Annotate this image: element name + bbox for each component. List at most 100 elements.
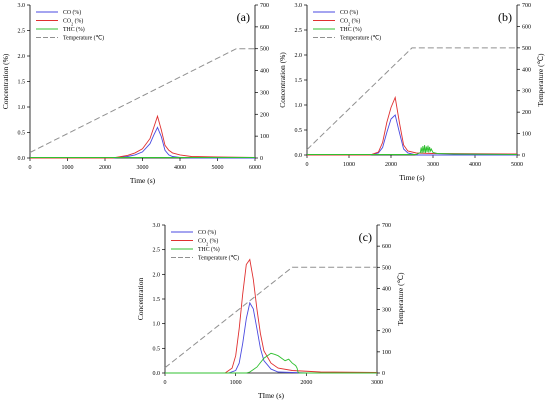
y2-tick-label: 600 <box>382 244 391 250</box>
y-tick-label: 1.0 <box>153 322 161 328</box>
legend-label-co: CO (%) <box>198 229 216 236</box>
chart-2: 0 1000 2000 3000 0.0 0.5 1.0 1.5 2.0 2.5 3.0 0 100 20… <box>136 223 405 400</box>
x-tick-label: 1000 <box>62 165 74 171</box>
y-tick-label: 0.5 <box>295 128 303 134</box>
x-tick-label: 4000 <box>174 165 186 171</box>
x-tick-label: 5000 <box>212 165 224 171</box>
y-tick-label: 0.5 <box>153 346 161 352</box>
x-axis-title: Time (s) <box>130 176 156 185</box>
y2-tick-label: 500 <box>522 46 531 52</box>
y-tick-label: 2.0 <box>153 272 161 278</box>
y2-tick-label: 400 <box>382 286 391 292</box>
y2-tick-label: 700 <box>522 3 531 9</box>
y-tick-label: 1.0 <box>18 105 26 111</box>
panel-label: (c) <box>359 230 372 244</box>
legend-label-co2: CO2 (%) <box>198 238 218 247</box>
series-line-co2 <box>307 95 518 156</box>
x-axis-title: TIme (s) <box>258 391 285 400</box>
x-tick-label: 2000 <box>385 162 397 168</box>
series-line-temperature <box>164 266 377 369</box>
y2-tick-label: 500 <box>382 265 391 271</box>
y2-tick-label: 500 <box>260 47 269 53</box>
legend-label-temperature: Temperature (℃) <box>63 35 104 42</box>
y2-axis-title: Temperature (℃) <box>274 54 275 108</box>
series-line-co2 <box>165 258 378 374</box>
y-tick-label: 3.0 <box>153 223 161 229</box>
y-tick-label: 2.5 <box>153 248 161 254</box>
y2-tick-label: 300 <box>522 89 531 95</box>
x-axis-title: Time (s) <box>399 173 425 182</box>
x-tick-label: 5000 <box>511 162 523 168</box>
y2-axis-title: Temperature (℃) <box>536 53 545 107</box>
y2-tick-label: 100 <box>522 132 531 138</box>
y-tick-label: 2.0 <box>295 53 303 59</box>
x-tick-label: 1000 <box>230 380 242 386</box>
y-tick-label: 0.0 <box>18 156 26 162</box>
series-line-temperature <box>29 48 255 153</box>
x-tick-label: 0 <box>164 380 167 386</box>
legend-label-thc: THC (%) <box>63 26 85 33</box>
legend-label-thc: THC (%) <box>198 246 220 253</box>
y2-tick-label: 100 <box>382 350 391 356</box>
y2-tick-label: 400 <box>522 67 531 73</box>
series-line-co <box>307 114 517 156</box>
y-tick-label: 3.0 <box>18 3 26 9</box>
legend-label-co2: CO2 (%) <box>63 18 83 27</box>
y2-tick-label: 700 <box>260 3 269 9</box>
y2-tick-label: 300 <box>382 308 391 314</box>
y2-tick-label: 400 <box>260 69 269 75</box>
series-line-co <box>30 126 255 159</box>
x-tick-label: 0 <box>306 162 309 168</box>
chart-0: 0 1000 2000 3000 4000 5000 6000 0.0 0.5 1.0 1.5 2.0… <box>1 3 275 185</box>
x-tick-label: 3000 <box>371 380 383 386</box>
series-line-thc <box>165 352 377 374</box>
y-tick-label: 2.0 <box>18 54 26 60</box>
y2-tick-label: 600 <box>260 25 269 31</box>
x-tick-label: 2000 <box>99 165 111 171</box>
panel-label: (a) <box>237 10 250 24</box>
legend-label-co: CO (%) <box>63 9 81 16</box>
series-line-co <box>165 301 377 374</box>
y-tick-label: 3.0 <box>295 3 303 9</box>
x-tick-label: 2000 <box>300 380 312 386</box>
y-axis-title: Concentration (%) <box>1 53 10 109</box>
y2-tick-label: 0 <box>382 371 385 377</box>
x-tick-label: 0 <box>29 165 32 171</box>
y2-tick-label: 200 <box>382 329 391 335</box>
y-tick-label: 0.5 <box>18 131 26 137</box>
y2-tick-label: 200 <box>522 110 531 116</box>
y-tick-label: 2.5 <box>295 28 303 34</box>
chart-1: 0 1000 2000 3000 4000 50000.00.51.01.52.02.53… <box>278 3 545 182</box>
legend-label-thc: THC (%) <box>340 26 362 33</box>
legend-label-co: CO (%) <box>340 9 358 16</box>
series-line-temperature <box>306 47 517 150</box>
y2-tick-label: 0 <box>522 153 525 159</box>
y-axis-title: Concentration (%) <box>278 52 287 108</box>
y2-tick-label: 700 <box>382 223 391 229</box>
y-tick-label: 2.5 <box>18 29 26 35</box>
series-line-co2 <box>30 114 256 159</box>
y2-tick-label: 200 <box>260 112 269 118</box>
x-tick-label: 1000 <box>343 162 355 168</box>
panel-label: (b) <box>498 10 512 24</box>
x-tick-label: 3000 <box>427 162 439 168</box>
legend-label-co2: CO2 (%) <box>340 18 360 27</box>
y-tick-label: 0.0 <box>153 371 161 377</box>
y2-axis-title: Temperature (℃) <box>396 272 405 326</box>
legend-label-temperature: Temperature (℃) <box>340 35 381 42</box>
legend-label-temperature: Temperature (℃) <box>198 255 239 262</box>
series-line-thc <box>307 144 518 155</box>
y-tick-label: 1.5 <box>18 80 26 86</box>
y-tick-label: 1.0 <box>295 103 303 109</box>
x-tick-label: 3000 <box>137 165 149 171</box>
x-tick-label: 4000 <box>469 162 481 168</box>
y2-tick-label: 600 <box>522 24 531 30</box>
y-tick-label: 1.5 <box>153 297 161 303</box>
y2-tick-label: 100 <box>260 134 269 140</box>
y2-tick-label: 300 <box>260 90 269 96</box>
x-tick-label: 6000 <box>249 165 261 171</box>
y-axis-title: Concentration <box>136 278 145 321</box>
y-tick-label: 1.5 <box>295 78 303 84</box>
y-tick-label: 0.0 <box>295 153 303 159</box>
